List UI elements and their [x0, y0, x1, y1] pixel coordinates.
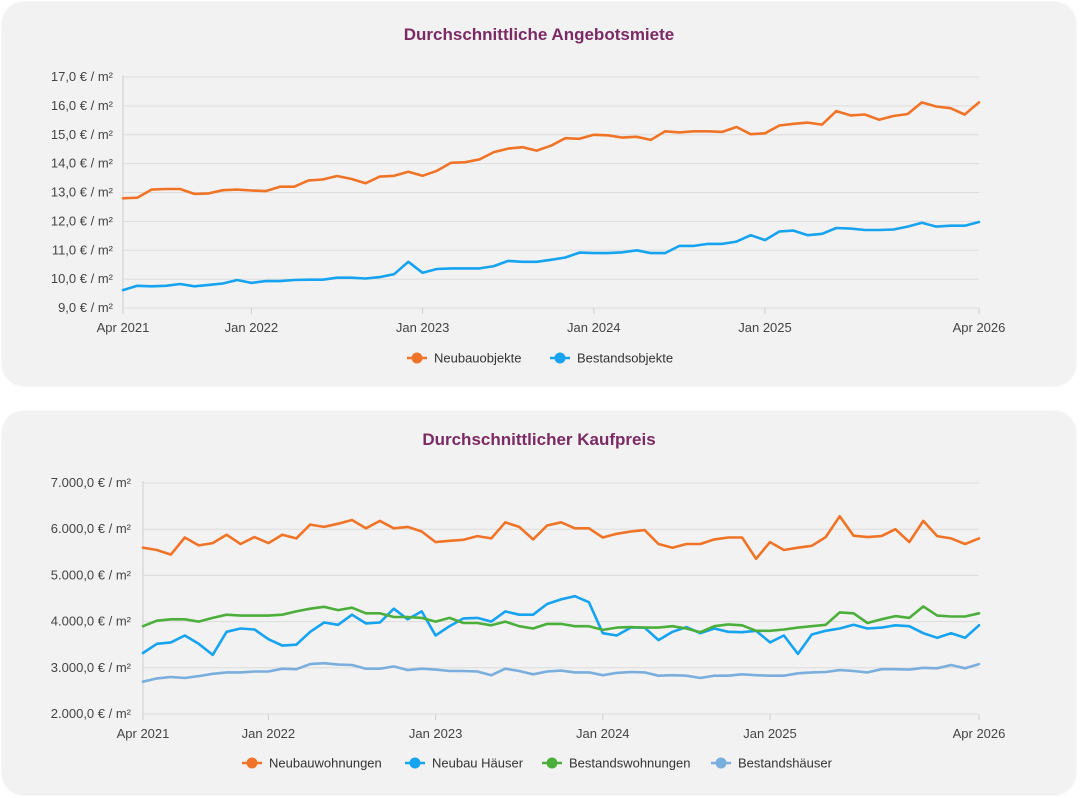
x-tick-label: Apr 2021	[117, 726, 170, 741]
y-tick-label: 7.000,0 € / m²	[51, 475, 132, 490]
y-tick-label: 4.000,0 € / m²	[51, 614, 132, 629]
series-line-1	[121, 101, 981, 200]
x-tick-label: Apr 2026	[953, 320, 1006, 335]
rent-chart: Durchschnittliche Angebotsmiete 9,0 € / m…	[51, 25, 1006, 366]
y-tick-label: 10,0 € / m²	[51, 271, 114, 286]
legend-item[interactable]: Bestandsobjekte	[550, 351, 673, 366]
y-tick-label: 16,0 € / m²	[51, 98, 114, 113]
chart-title: Durchschnittliche Angebotsmiete	[404, 25, 674, 44]
legend-item[interactable]: Bestandswohnungen	[542, 756, 690, 771]
y-tick-label: 3.000,0 € / m²	[51, 660, 132, 675]
legend-label: Neubauwohnungen	[269, 756, 382, 771]
x-tick-label: Apr 2021	[97, 320, 150, 335]
chart-title: Durchschnittlicher Kaufpreis	[422, 430, 655, 449]
legend-swatch-marker	[546, 757, 558, 769]
price-chart: Durchschnittlicher Kaufpreis 2.000,0 € / …	[51, 430, 1006, 771]
x-tick-label: Jan 2023	[409, 726, 463, 741]
legend-label: Bestandsobjekte	[577, 351, 673, 366]
x-tick-label: Jan 2023	[396, 320, 450, 335]
legend-item[interactable]: Neubau Häuser	[405, 756, 524, 771]
y-tick-label: 11,0 € / m²	[52, 242, 114, 257]
legend-label: Bestandswohnungen	[569, 756, 690, 771]
series-line-4	[141, 661, 981, 684]
legend-item[interactable]: Neubauobjekte	[407, 351, 521, 366]
legend-item[interactable]: Bestandshäuser	[711, 756, 833, 771]
series-line-2	[141, 594, 981, 657]
legend-item[interactable]: Neubauwohnungen	[242, 756, 382, 771]
y-tick-label: 17,0 € / m²	[51, 69, 114, 84]
x-tick-label: Jan 2022	[225, 320, 279, 335]
x-tick-label: Jan 2022	[242, 726, 296, 741]
x-tick-label: Jan 2025	[743, 726, 797, 741]
legend-swatch-marker	[409, 757, 421, 769]
legend-label: Neubauobjekte	[434, 351, 521, 366]
y-tick-label: 2.000,0 € / m²	[51, 706, 132, 721]
x-tick-label: Jan 2024	[567, 320, 621, 335]
series-line-1	[141, 515, 981, 561]
series-line-2	[121, 220, 981, 292]
price-chart-card: Durchschnittlicher Kaufpreis 2.000,0 € / …	[2, 411, 1076, 795]
y-tick-label: 6.000,0 € / m²	[51, 521, 132, 536]
y-tick-label: 15,0 € / m²	[51, 127, 114, 142]
y-tick-label: 5.000,0 € / m²	[51, 567, 132, 582]
legend-label: Neubau Häuser	[432, 756, 524, 771]
rent-chart-card: Durchschnittliche Angebotsmiete 9,0 € / m…	[2, 2, 1076, 386]
legend-swatch-marker	[246, 757, 258, 769]
legend-label: Bestandshäuser	[738, 756, 833, 771]
y-tick-label: 12,0 € / m²	[51, 213, 114, 228]
x-tick-label: Jan 2025	[738, 320, 792, 335]
y-tick-label: 14,0 € / m²	[51, 156, 114, 171]
legend-swatch-marker	[715, 757, 727, 769]
x-tick-label: Jan 2024	[576, 726, 630, 741]
y-tick-label: 13,0 € / m²	[51, 185, 114, 200]
series-line-3	[141, 605, 981, 634]
x-tick-label: Apr 2026	[953, 726, 1006, 741]
legend-swatch-marker	[411, 352, 423, 364]
y-tick-label: 9,0 € / m²	[58, 300, 114, 315]
legend-swatch-marker	[554, 352, 566, 364]
